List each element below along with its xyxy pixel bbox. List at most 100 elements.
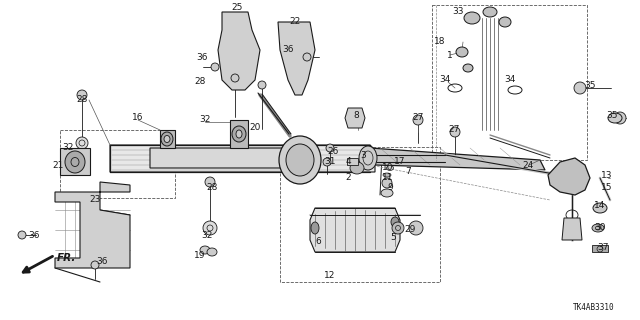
Ellipse shape: [382, 178, 392, 188]
Text: 9: 9: [387, 183, 393, 193]
Ellipse shape: [499, 17, 511, 27]
Text: 32: 32: [62, 143, 74, 153]
Text: 22: 22: [289, 18, 301, 27]
Text: 13: 13: [601, 171, 612, 180]
Text: 37: 37: [597, 244, 609, 252]
Text: 6: 6: [315, 237, 321, 246]
Text: 27: 27: [448, 125, 460, 134]
Ellipse shape: [593, 203, 607, 213]
Polygon shape: [347, 158, 358, 165]
Ellipse shape: [592, 224, 604, 232]
Polygon shape: [592, 245, 608, 252]
Text: 16: 16: [132, 114, 144, 123]
Text: 7: 7: [405, 167, 411, 177]
Circle shape: [91, 261, 99, 269]
Ellipse shape: [383, 173, 391, 177]
Bar: [280, 147, 440, 282]
Bar: [60, 130, 175, 198]
Text: 36: 36: [28, 230, 40, 239]
Ellipse shape: [161, 132, 173, 146]
Circle shape: [77, 90, 87, 100]
Text: 20: 20: [250, 124, 260, 132]
Text: FR.: FR.: [57, 253, 76, 263]
Ellipse shape: [286, 144, 314, 176]
Ellipse shape: [232, 126, 246, 142]
Circle shape: [574, 82, 586, 94]
Text: 2: 2: [345, 173, 351, 182]
Text: 15: 15: [601, 183, 612, 193]
Text: 27: 27: [412, 114, 424, 123]
Ellipse shape: [381, 189, 393, 197]
Text: 34: 34: [504, 76, 516, 84]
Ellipse shape: [236, 130, 242, 138]
Polygon shape: [110, 145, 375, 172]
Ellipse shape: [359, 146, 377, 170]
Circle shape: [413, 115, 423, 125]
Ellipse shape: [483, 7, 497, 17]
Circle shape: [205, 177, 215, 187]
Text: 18: 18: [435, 37, 445, 46]
Circle shape: [323, 158, 331, 166]
Ellipse shape: [387, 165, 394, 171]
Circle shape: [203, 221, 217, 235]
Text: 31: 31: [324, 157, 336, 166]
Text: 36: 36: [96, 258, 108, 267]
Text: 35: 35: [606, 110, 618, 119]
Text: 14: 14: [595, 201, 605, 210]
Text: 19: 19: [195, 251, 205, 260]
Text: 23: 23: [90, 196, 100, 204]
Polygon shape: [345, 108, 365, 128]
Text: 4: 4: [345, 157, 351, 166]
Ellipse shape: [463, 64, 473, 72]
Circle shape: [76, 137, 88, 149]
Text: 25: 25: [231, 4, 243, 12]
Ellipse shape: [207, 248, 217, 256]
Text: 28: 28: [195, 77, 205, 86]
Text: 1: 1: [447, 51, 453, 60]
Ellipse shape: [391, 217, 399, 227]
Polygon shape: [160, 130, 175, 148]
Ellipse shape: [65, 151, 85, 173]
Text: 3: 3: [360, 150, 366, 159]
Polygon shape: [60, 148, 90, 175]
Text: 28: 28: [206, 183, 218, 193]
Text: 24: 24: [522, 161, 534, 170]
Polygon shape: [548, 158, 590, 195]
Bar: [432, 5, 587, 160]
Polygon shape: [278, 22, 315, 95]
Polygon shape: [310, 208, 400, 252]
Text: 10: 10: [382, 164, 394, 172]
Polygon shape: [230, 120, 248, 148]
Circle shape: [231, 74, 239, 82]
Ellipse shape: [456, 47, 468, 57]
Polygon shape: [55, 182, 130, 268]
Text: 11: 11: [382, 173, 394, 182]
Text: 12: 12: [324, 270, 336, 279]
Circle shape: [258, 81, 266, 89]
Circle shape: [18, 231, 26, 239]
Text: 21: 21: [52, 161, 64, 170]
Circle shape: [211, 63, 219, 71]
Circle shape: [326, 144, 334, 152]
Text: 36: 36: [282, 45, 294, 54]
Circle shape: [409, 221, 423, 235]
Text: 5: 5: [390, 234, 396, 243]
Text: 29: 29: [404, 226, 416, 235]
Ellipse shape: [279, 136, 321, 184]
Text: 34: 34: [439, 76, 451, 84]
Text: 35: 35: [584, 81, 596, 90]
Circle shape: [303, 53, 311, 61]
Polygon shape: [150, 148, 295, 168]
Text: TK4AB3310: TK4AB3310: [573, 303, 614, 313]
Circle shape: [450, 127, 460, 137]
Text: 17: 17: [394, 157, 406, 166]
Text: 8: 8: [353, 110, 359, 119]
Polygon shape: [218, 12, 260, 90]
Ellipse shape: [464, 12, 480, 24]
Text: 33: 33: [452, 7, 464, 17]
Text: 26: 26: [327, 148, 339, 156]
Text: 30: 30: [595, 223, 605, 233]
Ellipse shape: [311, 222, 319, 234]
Text: 28: 28: [76, 95, 88, 105]
Text: 36: 36: [196, 53, 208, 62]
